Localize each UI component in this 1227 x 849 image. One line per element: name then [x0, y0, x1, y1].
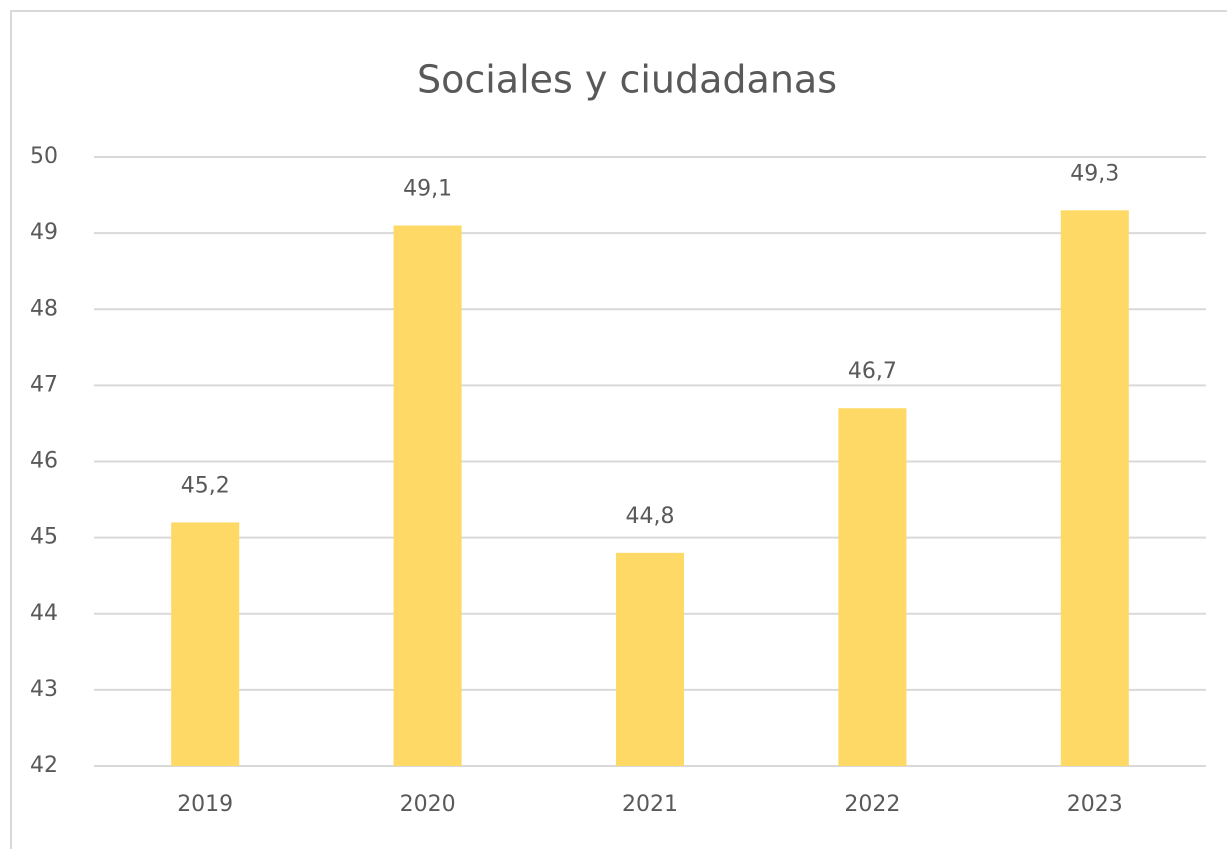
chart-title: Sociales y ciudadanas — [417, 58, 837, 102]
y-tick-label: 46 — [30, 449, 58, 474]
data-label: 45,2 — [181, 473, 230, 498]
y-tick-label: 47 — [30, 372, 58, 397]
data-label: 49,1 — [403, 177, 452, 202]
bar — [171, 522, 240, 766]
data-label: 46,7 — [848, 359, 897, 384]
y-tick-label: 45 — [30, 525, 58, 550]
y-tick-label: 44 — [30, 601, 58, 626]
bar — [615, 552, 685, 766]
x-tick-label: 2021 — [622, 792, 678, 817]
y-tick-label: 48 — [30, 296, 58, 321]
bar — [838, 408, 907, 766]
bar — [393, 225, 462, 766]
y-tick-label: 42 — [30, 753, 58, 778]
y-tick-label: 50 — [30, 144, 58, 169]
x-tick-label: 2022 — [844, 792, 900, 817]
y-tick-label: 49 — [30, 220, 58, 245]
y-tick-label: 43 — [30, 677, 58, 702]
data-label: 44,8 — [626, 504, 675, 529]
x-tick-label: 2019 — [177, 792, 233, 817]
bar — [1060, 210, 1129, 767]
x-tick-label: 2023 — [1067, 792, 1123, 817]
x-tick-label: 2020 — [400, 792, 456, 817]
data-label: 49,3 — [1070, 161, 1119, 186]
